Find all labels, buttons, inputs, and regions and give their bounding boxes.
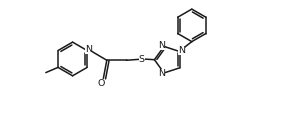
Text: S: S xyxy=(139,55,145,64)
Text: N: N xyxy=(178,46,185,55)
Text: N: N xyxy=(85,45,92,54)
Text: N: N xyxy=(158,41,165,50)
Text: N: N xyxy=(158,69,165,78)
Text: O: O xyxy=(98,79,105,88)
